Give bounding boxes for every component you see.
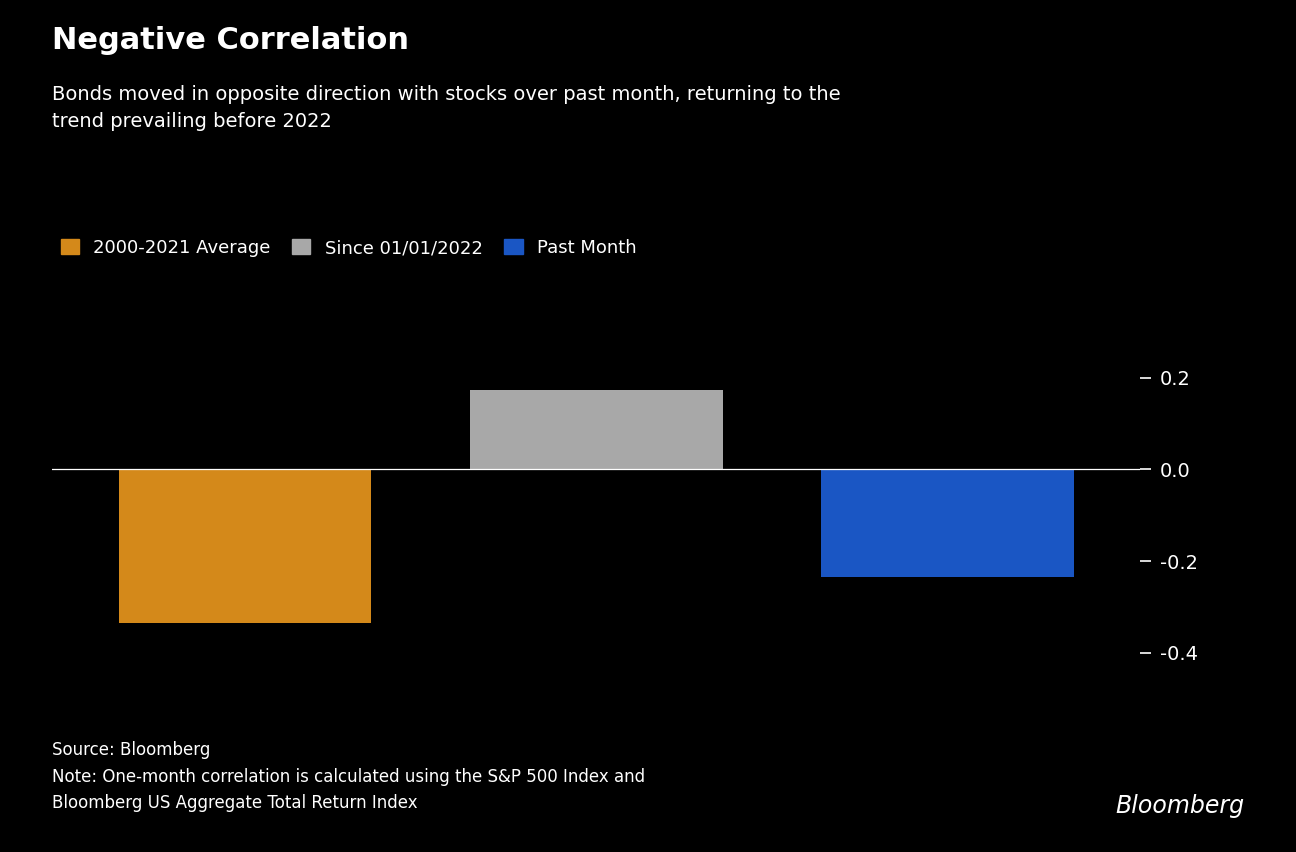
Text: Bloomberg: Bloomberg [1115, 794, 1244, 818]
Legend: 2000-2021 Average, Since 01/01/2022, Past Month: 2000-2021 Average, Since 01/01/2022, Pas… [61, 239, 636, 257]
Bar [820, 469, 1074, 577]
Text: Source: Bloomberg
Note: One-month correlation is calculated using the S&P 500 In: Source: Bloomberg Note: One-month correl… [52, 741, 645, 812]
Text: Negative Correlation: Negative Correlation [52, 26, 408, 55]
Text: Bonds moved in opposite direction with stocks over past month, returning to the
: Bonds moved in opposite direction with s… [52, 85, 841, 130]
Bar [118, 469, 372, 623]
Bar [469, 390, 723, 469]
